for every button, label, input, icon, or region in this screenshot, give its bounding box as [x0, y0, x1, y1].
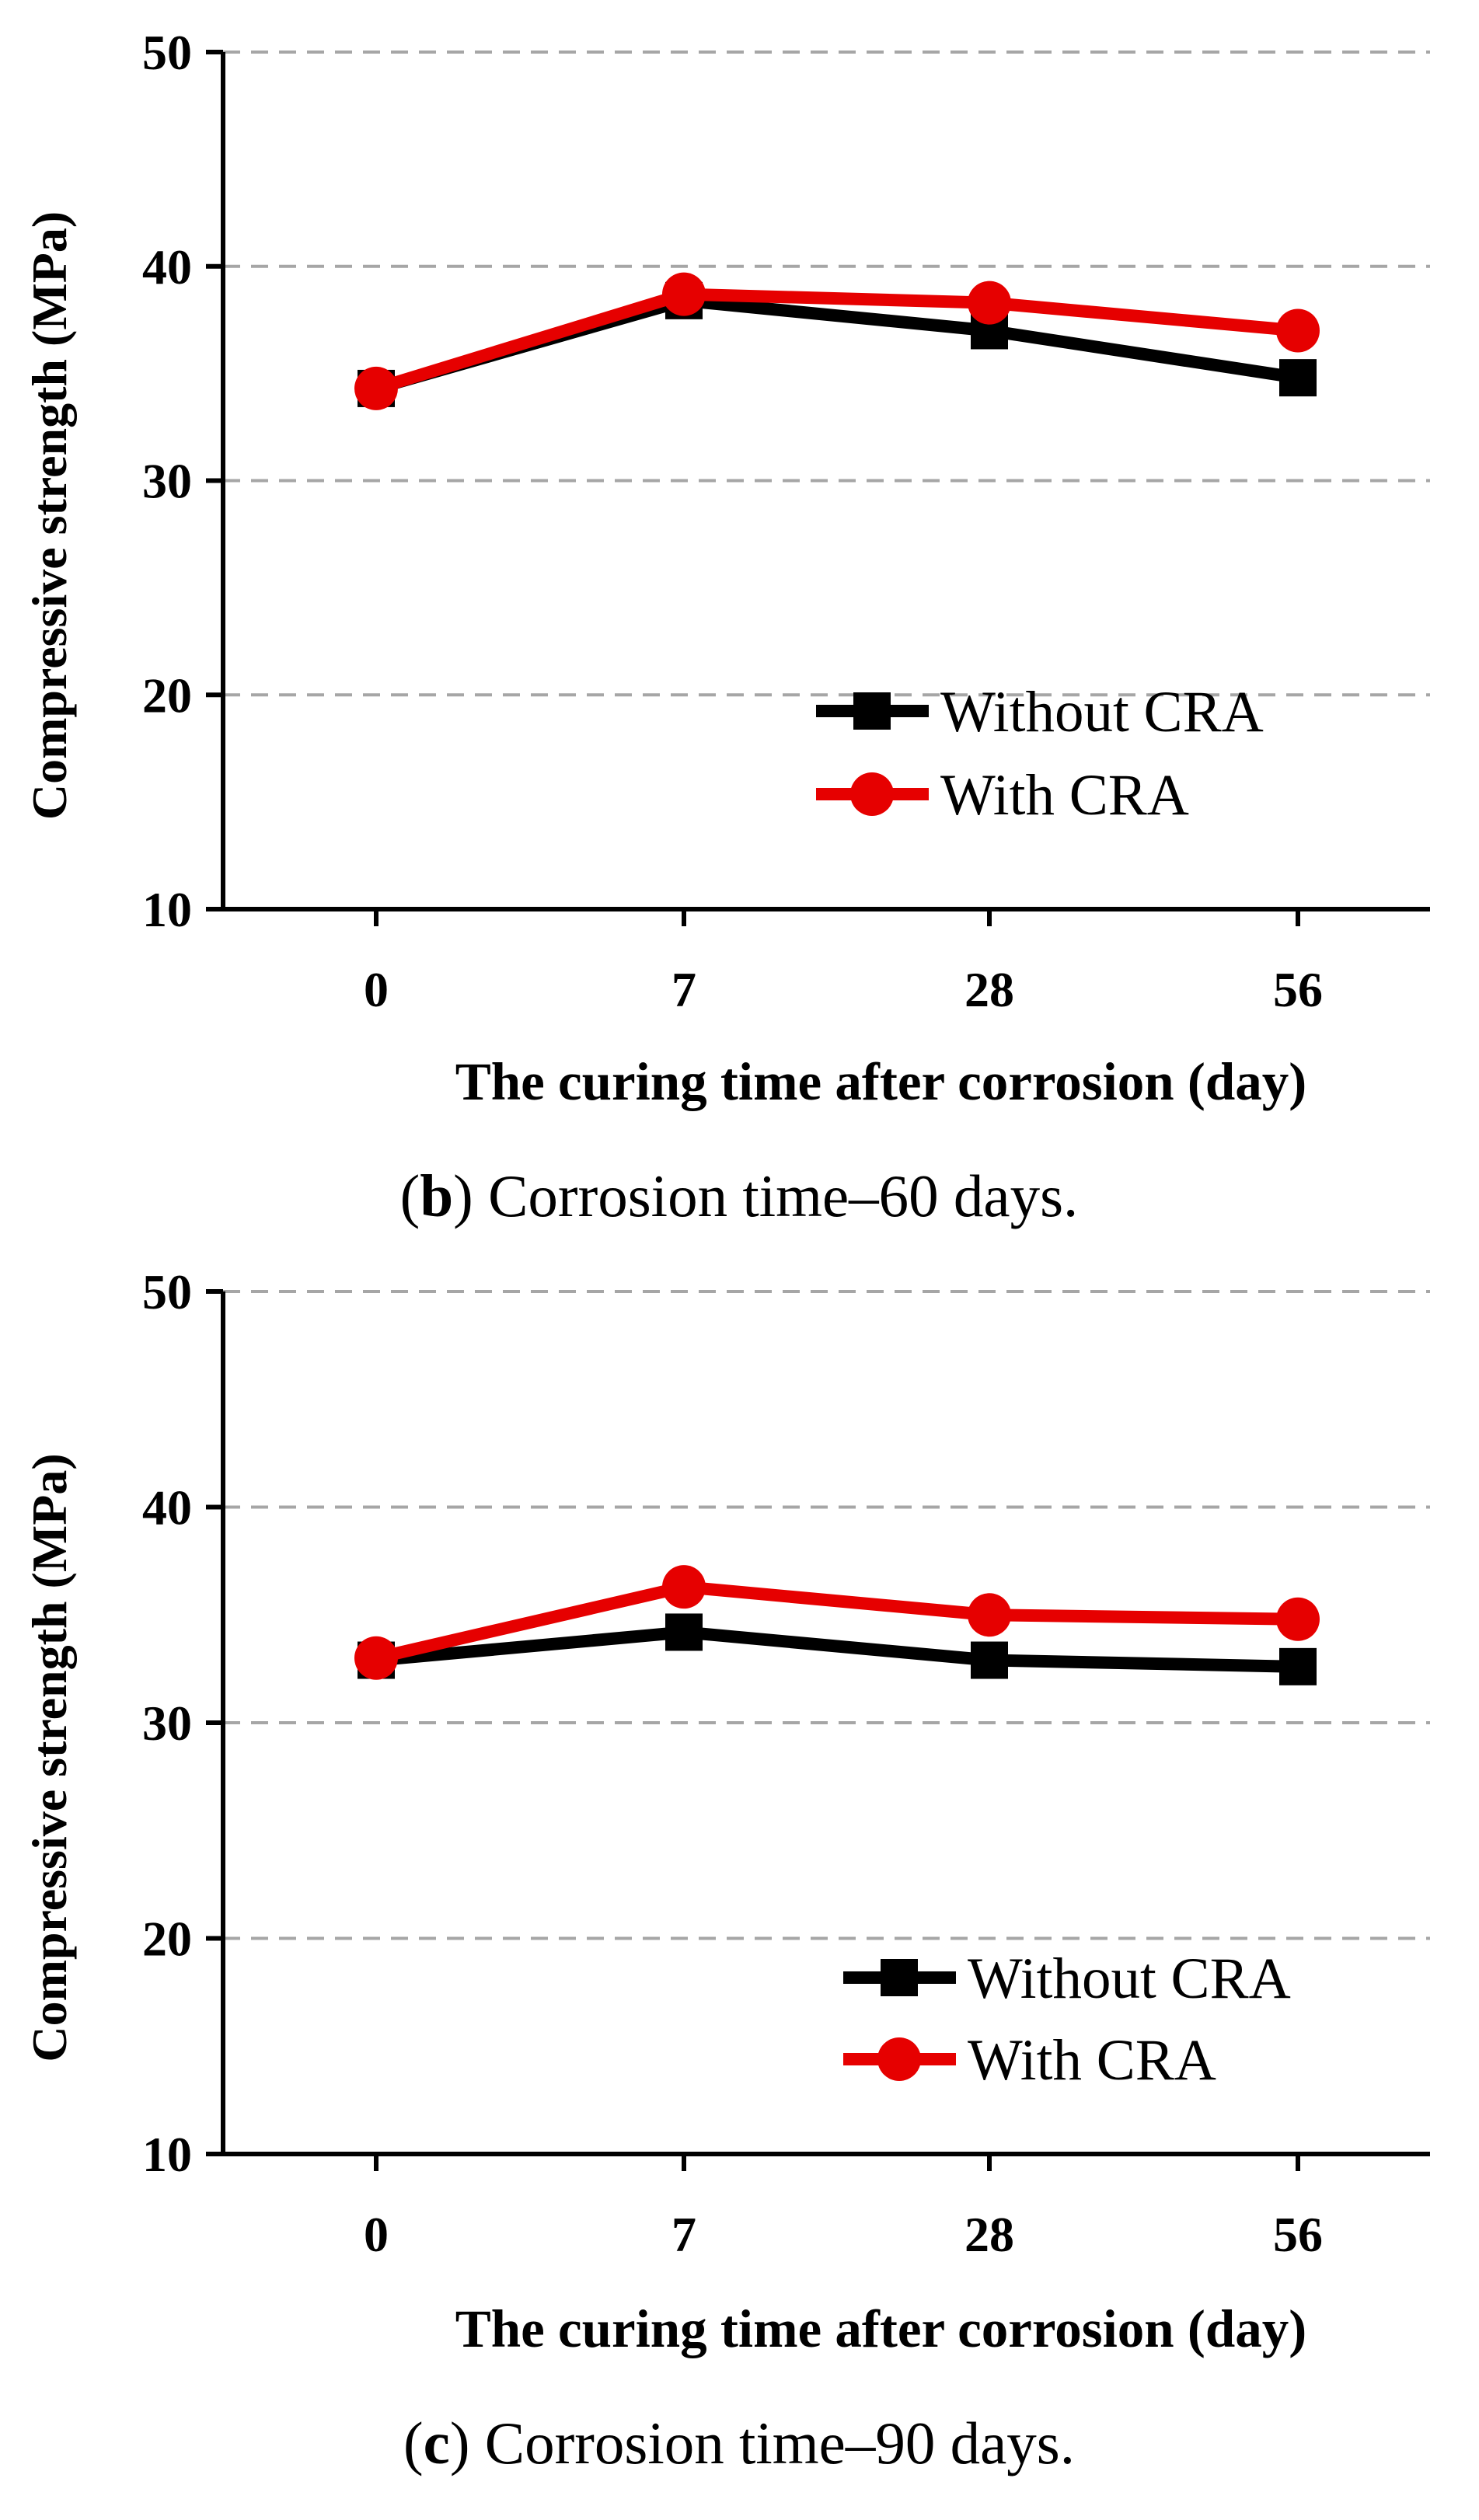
y-tick-label: 20 [142, 1912, 192, 1967]
caption-paren: ( [400, 1162, 420, 1229]
data-point-square [971, 1641, 1008, 1679]
legend-circle-marker [850, 772, 894, 816]
caption-paren: ( [403, 2410, 424, 2476]
figure-caption: (b) Corrosion time–60 days. [400, 1162, 1079, 1229]
legend-label: Without CRA [940, 680, 1264, 744]
data-point-square [1279, 1647, 1317, 1685]
x-tick-label: 56 [1273, 962, 1323, 1017]
legend-square-marker [881, 1959, 918, 1996]
caption-paren: ) [450, 2410, 470, 2476]
data-point-circle [662, 1565, 706, 1609]
caption-paren: ) [453, 1162, 473, 1229]
y-tick-label: 40 [142, 239, 192, 295]
data-point-circle [1276, 1597, 1320, 1641]
caption-letter: c [424, 2410, 450, 2476]
chart-b: 10 20 30 40 50 0 7 28 56 Compressive strength (MP… [22, 25, 1430, 1229]
legend-label: Without CRA [968, 1947, 1291, 2011]
chart-c: 10 20 30 40 50 0 7 28 56 Compressive strength (MP… [22, 1264, 1430, 2476]
x-tick-label: 28 [964, 962, 1014, 1017]
legend-label: With CRA [940, 763, 1189, 828]
x-tick-label: 0 [364, 962, 389, 1017]
y-tick-label: 40 [142, 1480, 192, 1535]
caption-text: Corrosion time–60 days. [473, 1162, 1079, 1229]
series-line [375, 1626, 1299, 1673]
x-axis-label: The curing time after corrosion (day) [455, 1052, 1307, 1111]
caption-text: Corrosion time–90 days. [470, 2410, 1076, 2476]
data-point-circle [354, 1636, 398, 1680]
x-tick-label: 7 [671, 962, 696, 1017]
y-axis-label: Compressive strength (MPa) [22, 1453, 77, 2062]
y-tick-label: 30 [142, 454, 192, 509]
y-tick-label: 20 [142, 667, 192, 723]
x-tick-label: 56 [1273, 2207, 1323, 2262]
y-tick-label: 50 [142, 25, 192, 80]
legend-label: With CRA [968, 2028, 1216, 2093]
legend-square-marker [853, 692, 891, 730]
data-point-circle [968, 1593, 1011, 1637]
x-tick-label: 0 [364, 2207, 389, 2262]
x-tick-label: 7 [671, 2207, 696, 2262]
data-point-square [665, 1613, 703, 1651]
x-axis-label: The curing time after corrosion (day) [455, 2299, 1307, 2358]
y-tick-label: 30 [142, 1696, 192, 1751]
y-tick-label: 50 [142, 1264, 192, 1319]
data-point-circle [662, 272, 706, 316]
data-point-square [1279, 359, 1317, 397]
figure-caption: (c) Corrosion time–90 days. [403, 2410, 1075, 2476]
y-tick-label: 10 [142, 2127, 192, 2182]
y-axis-label: Compressive strength (MPa) [22, 211, 77, 820]
series-line [375, 1581, 1299, 1664]
caption-letter: b [420, 1162, 453, 1229]
x-tick-label: 28 [964, 2207, 1014, 2262]
data-point-circle [354, 366, 398, 410]
legend-circle-marker [877, 2037, 921, 2081]
data-point-circle [1276, 308, 1320, 353]
data-point-circle [968, 281, 1011, 325]
y-tick-label: 10 [142, 882, 192, 937]
series-line [374, 288, 1299, 395]
